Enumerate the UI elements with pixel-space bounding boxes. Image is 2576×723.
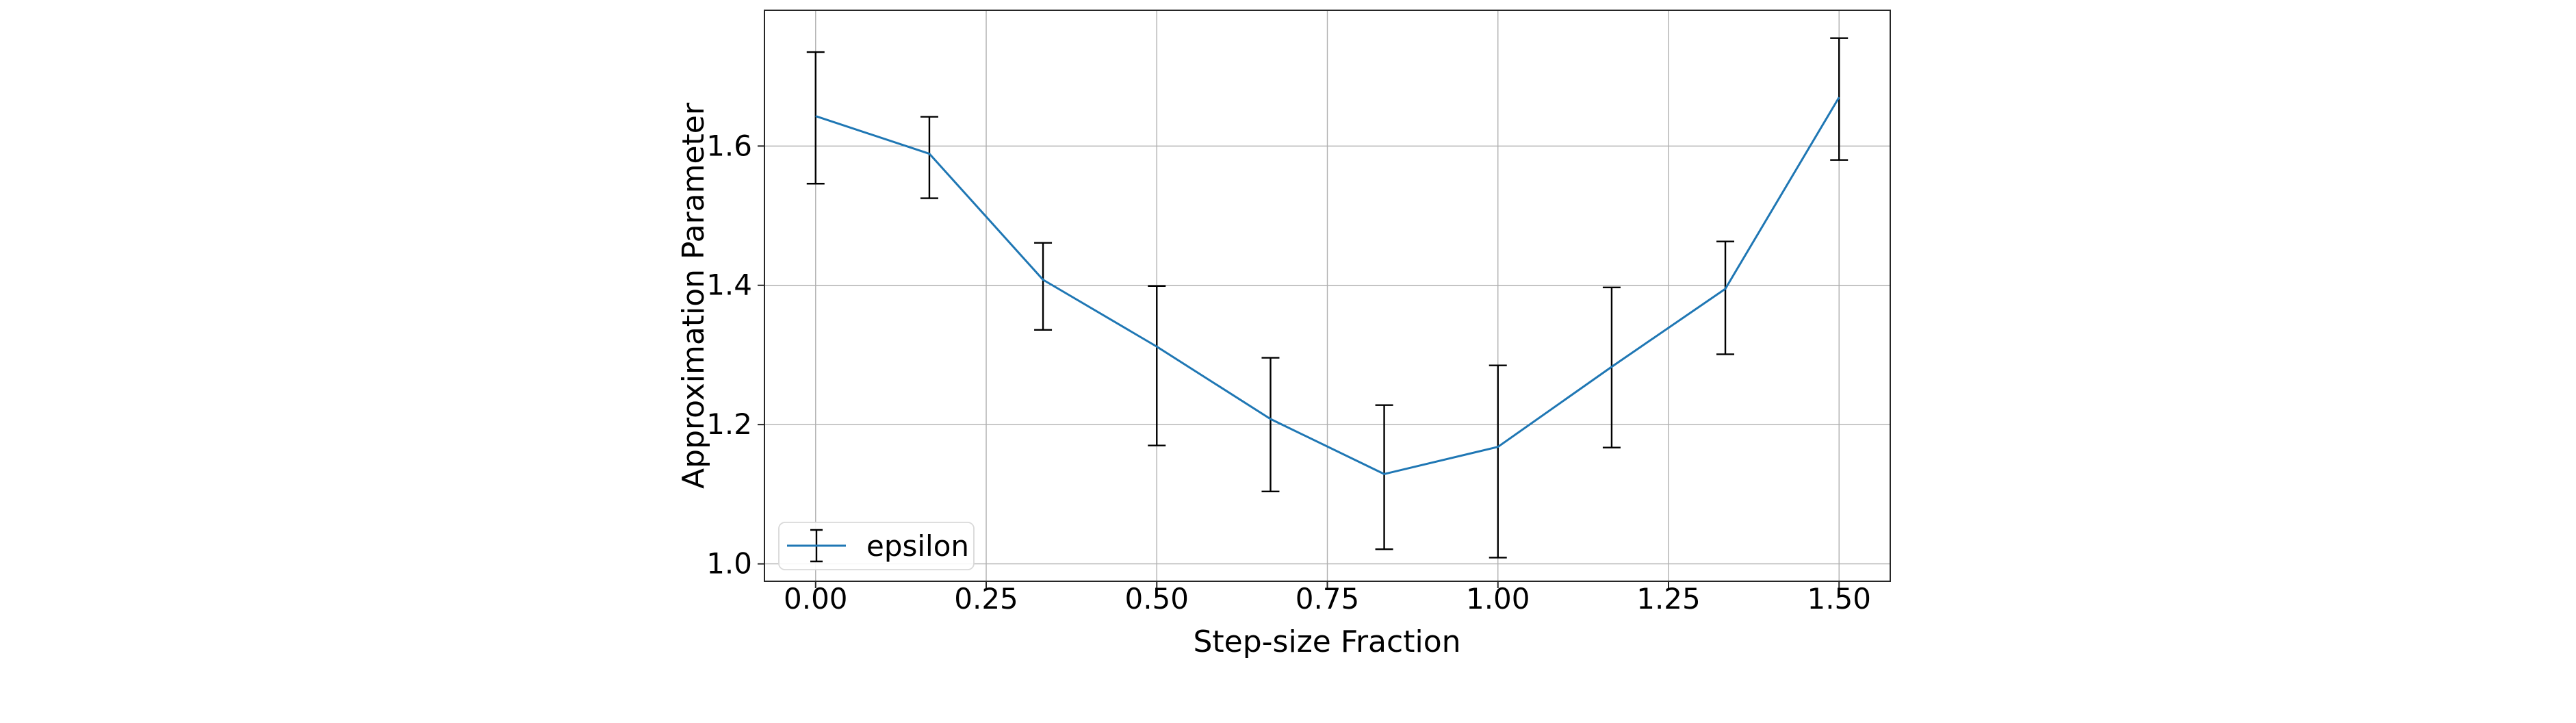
- x-tick-label: 1.00: [1466, 582, 1530, 616]
- x-tick-label: 1.50: [1807, 582, 1871, 616]
- x-axis-label: Step-size Fraction: [1194, 624, 1461, 659]
- x-tick-label: 0.50: [1124, 582, 1189, 616]
- legend: epsilon: [778, 522, 975, 570]
- data-layer: [806, 37, 1849, 559]
- x-tick-label: 0.00: [784, 582, 848, 616]
- y-tick-label: 1.4: [706, 268, 752, 302]
- y-tick-label: 1.2: [706, 407, 752, 441]
- y-tick-label: 1.6: [706, 129, 752, 162]
- axis-layer: 0.00 0.25 0.50 0.75 1.00 1.25 1.50 1.0 1.2 1.4 1.6: [706, 129, 1871, 616]
- legend-box: [778, 522, 975, 570]
- x-tick-label: 0.25: [954, 582, 1018, 616]
- y-axis-label: Approximation Parameter: [676, 102, 711, 489]
- legend-label: epsilon: [866, 529, 969, 563]
- data-line: [815, 97, 1840, 475]
- y-tick-label: 1.0: [706, 547, 752, 581]
- plot-frame: [764, 10, 1891, 582]
- x-tick-label: 0.75: [1296, 582, 1360, 616]
- x-tick-label: 1.25: [1636, 582, 1701, 616]
- grid-layer: [764, 10, 1890, 581]
